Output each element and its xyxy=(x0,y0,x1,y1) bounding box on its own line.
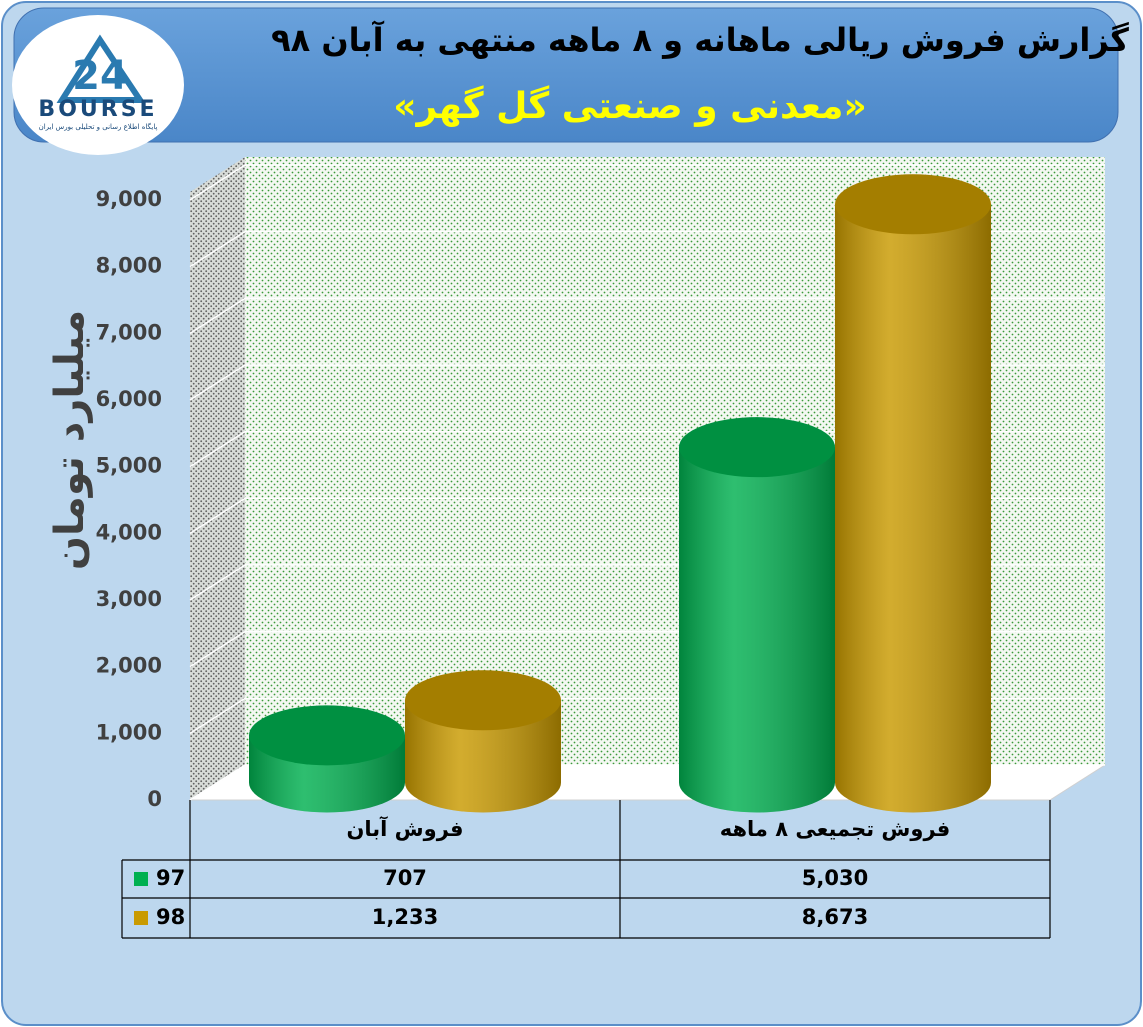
bar-top xyxy=(835,174,991,235)
value-label: 1,233 xyxy=(372,905,438,929)
y-tick-label: 3,000 xyxy=(96,587,162,611)
y-tick-label: 7,000 xyxy=(96,320,162,344)
chart-title: گزارش فروش ریالی ماهانه و ۸ ماهه منتهی ب… xyxy=(271,20,1129,59)
y-tick-label: 8,000 xyxy=(96,254,162,278)
logo-icon xyxy=(56,34,146,103)
side-wall xyxy=(190,157,245,800)
x-tick-label: فروش آبان xyxy=(346,816,463,841)
bar-shade xyxy=(835,204,991,813)
bar-top-shade xyxy=(405,670,561,731)
logo-text: BOURSE xyxy=(38,97,157,122)
grid-line-side xyxy=(189,497,246,534)
logo-circle xyxy=(12,15,184,155)
y-tick-label: 2,000 xyxy=(96,654,162,678)
value-label: 5,030 xyxy=(802,866,868,890)
y-tick-label: 1,000 xyxy=(96,720,162,744)
bar-top xyxy=(405,670,561,731)
bar-top-shade xyxy=(249,705,405,766)
logo-number: 24 xyxy=(72,53,128,99)
grid-line-side xyxy=(189,364,246,401)
bar-shade xyxy=(679,447,835,813)
grid-line-side xyxy=(189,697,246,734)
grid-line-side xyxy=(189,297,246,334)
chart-subtitle: «معدنی و صنعتی گل گهر» xyxy=(393,85,866,127)
logo-caption: پایگاه اطلاع رسانی و تحلیلی بورس ایران xyxy=(39,122,158,131)
legend-key xyxy=(134,872,148,886)
bar-top-shade xyxy=(679,417,835,478)
legend-label: 97 xyxy=(156,866,185,890)
y-tick-label: 9,000 xyxy=(96,187,162,211)
grid-line-side xyxy=(189,231,246,268)
value-label: 8,673 xyxy=(802,905,868,929)
grid-line-side xyxy=(189,764,246,801)
grid-line-side xyxy=(189,564,246,601)
x-tick-label: فروش تجمیعی ۸ ماهه xyxy=(720,817,951,841)
y-tick-label: 5,000 xyxy=(96,454,162,478)
bar-top xyxy=(249,705,405,766)
y-tick-label: 0 xyxy=(147,787,162,811)
bar-shade xyxy=(405,700,561,813)
value-label: 707 xyxy=(383,866,427,890)
legend-key xyxy=(134,911,148,925)
legend-label: 98 xyxy=(156,905,185,929)
grid-line-side xyxy=(189,631,246,668)
y-tick-label: 4,000 xyxy=(96,520,162,544)
grid-line-side xyxy=(189,431,246,468)
bar-top-shade xyxy=(835,174,991,235)
grid-line-side xyxy=(189,164,246,201)
y-tick-label: 6,000 xyxy=(96,387,162,411)
bar-top xyxy=(679,417,835,478)
y-axis-title: میلیارد تومان xyxy=(47,310,93,570)
